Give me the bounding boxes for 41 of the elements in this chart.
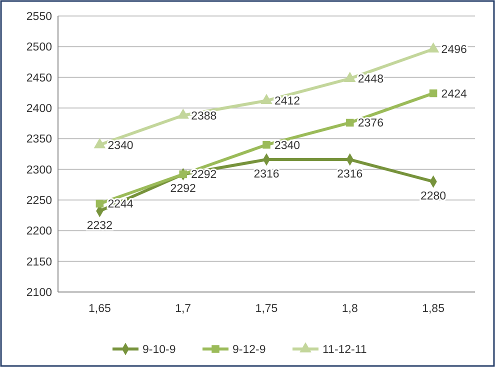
data-label: 2340	[274, 140, 300, 152]
y-tick-label: 2550	[26, 11, 52, 23]
y-tick-label: 2150	[26, 256, 52, 268]
x-tick-label: 1,85	[422, 303, 444, 315]
data-label: 2424	[441, 88, 468, 100]
y-tick-label: 2300	[26, 164, 52, 176]
x-tick-label: 1,65	[88, 303, 111, 315]
data-label: 2448	[358, 74, 384, 86]
data-label: 2316	[337, 168, 363, 181]
legend-label: 9-12-9	[232, 344, 266, 356]
x-tick-label: 1,75	[255, 303, 278, 315]
point	[177, 108, 189, 119]
data-label: 2280	[420, 190, 446, 203]
point	[346, 118, 354, 127]
point	[429, 89, 438, 98]
y-tick-label: 2500	[26, 42, 52, 54]
data-label: 2496	[441, 44, 467, 56]
point	[96, 200, 104, 208]
data-label: 2388	[191, 110, 217, 122]
x-tick-label: 1,7	[175, 303, 192, 315]
y-tick-label: 2200	[26, 226, 52, 238]
point	[262, 140, 270, 149]
data-label: 2412	[274, 96, 300, 108]
y-tick-label: 2350	[26, 134, 52, 146]
legend-label: 11-12-11	[322, 344, 367, 356]
point	[260, 94, 272, 104]
point	[94, 138, 106, 148]
data-label: 2292	[170, 183, 196, 196]
point	[344, 72, 356, 82]
x-tick-label: 1,8	[342, 303, 358, 315]
y-tick-label: 2450	[26, 72, 52, 84]
y-tick-label: 2400	[26, 103, 52, 115]
data-label: 2292	[191, 169, 217, 182]
y-tick-label: 2250	[26, 195, 52, 207]
data-label: 2316	[254, 168, 280, 181]
data-label: 2340	[108, 140, 134, 152]
y-tick-label: 2100	[26, 287, 52, 299]
data-label: 2232	[86, 220, 112, 232]
data-label: 2376	[358, 118, 384, 130]
legend-label: 9-10-9	[142, 344, 176, 356]
point	[427, 42, 440, 53]
